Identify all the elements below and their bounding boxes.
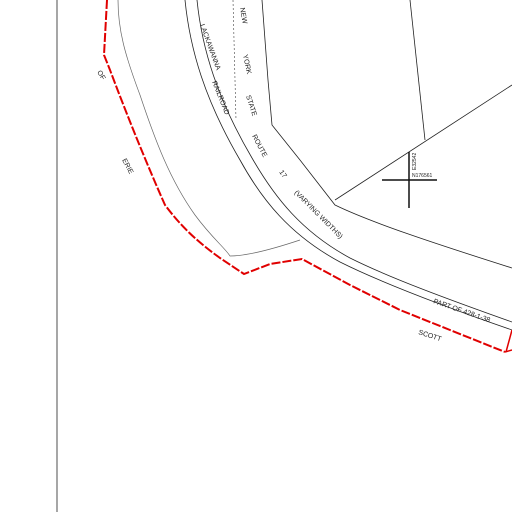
coordinate-label: E32542 [412,153,418,170]
map-label: NEW [238,7,248,25]
coordinate-label: N176561 [412,173,433,179]
center-line [232,0,237,121]
map-label: OF [95,70,106,82]
parcel-line [334,84,512,201]
parcel-line [409,0,426,141]
railroad-line [196,0,512,323]
railroad-line [184,0,512,331]
shore-line [117,0,301,257]
map-label: 17 [277,169,287,179]
boundary-line [102,0,506,353]
map-label: YORK [241,54,252,75]
boundary-line [504,329,512,353]
route-line [261,0,512,269]
